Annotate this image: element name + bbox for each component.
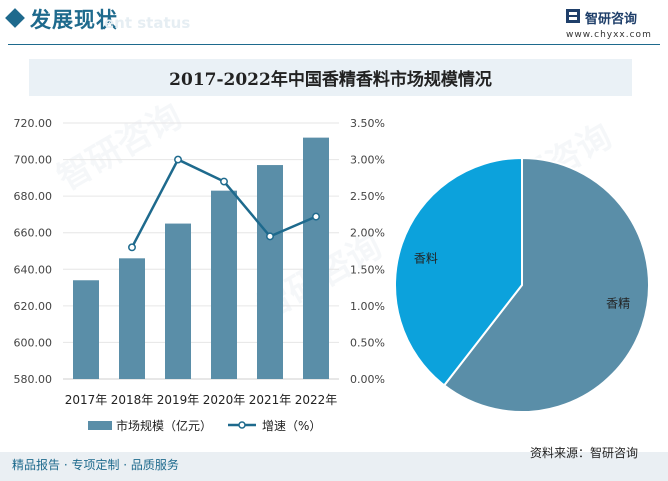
bar — [165, 223, 191, 379]
x-tick-label: 2022年 — [295, 393, 338, 407]
brand-name: 智研咨询 — [585, 12, 638, 27]
line-point — [312, 212, 320, 221]
pie-slice — [442, 156, 650, 413]
line-point — [266, 232, 274, 241]
section-subtitle: ent status — [104, 14, 191, 32]
left-tick-label: 700.00 — [14, 154, 53, 167]
bar — [303, 137, 329, 379]
right-tick-label: 2.00% — [350, 227, 385, 240]
header-divider — [8, 44, 660, 45]
left-tick-label: 600.00 — [14, 336, 53, 349]
legend-line-label: 增速（%） — [262, 419, 321, 433]
line-series — [128, 155, 320, 252]
legend: 市场规模（亿元） 增速（%） — [88, 418, 321, 433]
right-tick-label: 1.50% — [350, 263, 385, 276]
left-axis-ticks: 580.00 600.00 620.00 640.00 660.00 680.00 700.… — [14, 117, 53, 386]
left-tick-label: 640.00 — [14, 263, 53, 276]
right-tick-label: 3.00% — [350, 154, 385, 167]
right-tick-label: 1.00% — [350, 300, 385, 313]
line-point — [220, 177, 228, 186]
x-tick-label: 2017年 — [65, 393, 108, 407]
bar — [211, 190, 237, 379]
brand-logo-icon — [566, 9, 580, 23]
pie-slice-label: 香精 — [606, 297, 630, 311]
section-header: 发展现状 ent status 智研咨询 www.chyxx.com — [0, 0, 668, 44]
bar — [119, 258, 145, 379]
left-tick-label: 620.00 — [14, 300, 53, 313]
pie-slice-label: 香料 — [414, 251, 438, 265]
left-tick-label: 680.00 — [14, 190, 53, 203]
right-tick-label: 0.50% — [350, 336, 385, 349]
x-tick-label: 2018年 — [111, 393, 154, 407]
footer-band — [0, 452, 668, 481]
gridlines — [63, 122, 339, 380]
chart-title-bar: 2017-2022年中国香精香料市场规模情况 — [29, 59, 632, 96]
right-tick-label: 3.50% — [350, 117, 385, 130]
left-tick-label: 660.00 — [14, 227, 53, 240]
bar — [73, 280, 99, 379]
left-tick-label: 580.00 — [14, 373, 53, 386]
right-tick-label: 2.50% — [350, 190, 385, 203]
x-tick-label: 2019年 — [157, 393, 200, 407]
section-title: 发展现状 — [30, 8, 118, 32]
x-tick-label: 2020年 — [203, 393, 246, 407]
x-axis-ticks: 2017年 2018年 2019年 2020年 2021年 2022年 — [65, 393, 338, 407]
footer-slogan: 精品报告 · 专项定制 · 品质服务 — [12, 458, 179, 472]
right-tick-label: 0.00% — [350, 373, 385, 386]
chart-title: 2017-2022年中国香精香料市场规模情况 — [169, 70, 492, 90]
line-point — [174, 155, 182, 164]
pie-slice — [394, 156, 523, 387]
bar-series — [73, 137, 329, 379]
pie-chart: 香精 香料 — [394, 156, 650, 413]
legend-line-marker — [238, 421, 246, 429]
legend-bar-swatch — [88, 421, 112, 430]
x-tick-label: 2021年 — [249, 393, 292, 407]
source-note: 资料来源：智研咨询 — [530, 446, 639, 460]
line-point — [128, 243, 136, 252]
right-axis-ticks: 0.00% 0.50% 1.00% 1.50% 2.00% 2.50% 3.00% 3.50% — [350, 117, 385, 386]
bar — [257, 165, 283, 379]
left-tick-label: 720.00 — [14, 117, 53, 130]
brand-url: www.chyxx.com — [566, 30, 652, 40]
legend-bar-label: 市场规模（亿元） — [116, 418, 212, 433]
